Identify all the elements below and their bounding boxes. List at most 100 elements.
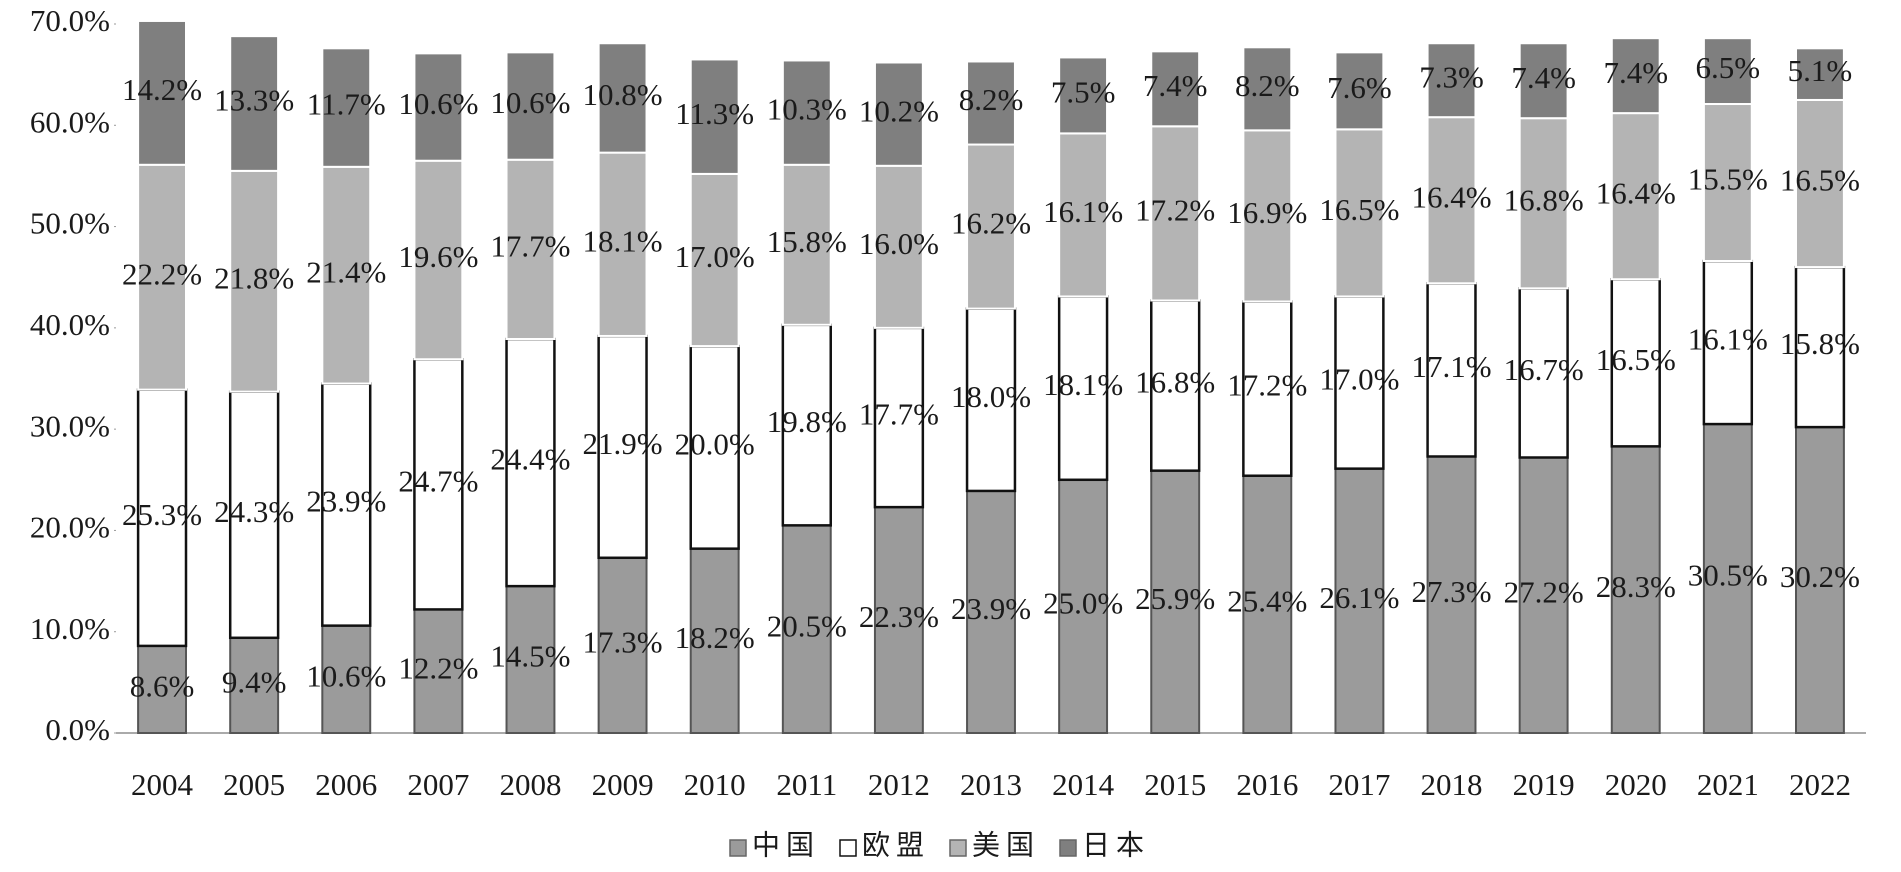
value-label: 20.5% [767, 608, 847, 643]
bar-segment [228, 390, 280, 640]
bar-segment [136, 388, 188, 648]
value-label: 10.8% [583, 77, 663, 112]
y-tick-label: 60.0% [30, 104, 110, 139]
value-label: 16.4% [1596, 175, 1676, 210]
y-tick-label: 70.0% [30, 3, 110, 38]
value-label: 16.5% [1319, 192, 1399, 227]
x-tick-label: 2022 [1789, 767, 1851, 802]
value-label: 9.4% [222, 665, 287, 700]
y-tick-label: 0.0% [45, 712, 110, 747]
bar-segment [1610, 112, 1661, 281]
value-label: 16.0% [859, 226, 939, 261]
value-label: 25.3% [122, 497, 202, 532]
value-label: 15.5% [1688, 162, 1768, 197]
x-tick-label: 2005 [223, 767, 285, 802]
bar-segment [781, 59, 832, 166]
value-label: 17.2% [1227, 368, 1307, 403]
bar-segment [966, 60, 1016, 146]
legend-swatch [949, 839, 967, 857]
value-label: 24.4% [490, 442, 570, 477]
bar-segment [781, 163, 832, 326]
bar-segment [229, 35, 280, 172]
x-tick-label: 2019 [1513, 767, 1575, 802]
value-label: 6.5% [1696, 50, 1761, 85]
bar-segment [1058, 478, 1109, 734]
value-label: 8.2% [1235, 68, 1300, 103]
x-tick-label: 2011 [776, 767, 837, 802]
x-tick-label: 2007 [407, 767, 469, 802]
value-label: 10.6% [306, 658, 386, 693]
bar-segment [689, 172, 740, 348]
value-label: 20.0% [675, 426, 755, 461]
value-label: 16.5% [1780, 163, 1860, 198]
bar-segment [1150, 50, 1201, 128]
bar-segment [1518, 287, 1569, 459]
bar-segment [1610, 277, 1661, 448]
value-label: 25.4% [1227, 583, 1307, 618]
value-label: 24.3% [214, 494, 294, 529]
value-label: 10.3% [767, 92, 847, 127]
bar-segment [1702, 103, 1753, 263]
value-label: 10.6% [490, 85, 570, 120]
y-tick-label: 30.0% [30, 408, 110, 443]
bar-segment [873, 164, 924, 329]
x-tick-label: 2006 [315, 767, 377, 802]
value-label: 13.3% [214, 83, 294, 118]
legend-label: 美国 [972, 829, 1040, 861]
value-label: 10.6% [398, 86, 478, 121]
value-label: 5.1% [1788, 53, 1853, 88]
value-label: 17.0% [675, 239, 755, 274]
value-label: 18.2% [675, 620, 755, 655]
value-label: 14.5% [490, 639, 570, 674]
bar-segment [966, 489, 1016, 735]
value-label: 8.6% [130, 669, 195, 704]
value-label: 15.8% [767, 224, 847, 259]
bar-segment [1057, 295, 1109, 482]
value-label: 16.7% [1504, 352, 1584, 387]
value-label: 27.3% [1411, 574, 1491, 609]
value-label: 21.4% [306, 254, 386, 289]
value-label: 7.5% [1051, 75, 1116, 110]
value-label: 28.3% [1596, 569, 1676, 604]
x-tick-label: 2014 [1052, 767, 1115, 802]
value-label: 25.0% [1043, 586, 1123, 621]
value-label: 15.8% [1780, 326, 1860, 361]
bar-segment [1058, 132, 1109, 298]
value-label: 10.2% [859, 93, 939, 128]
bar-segment [1334, 467, 1385, 734]
value-label: 21.8% [214, 260, 294, 295]
value-label: 14.2% [122, 72, 202, 107]
bar-segment [1426, 42, 1477, 119]
bar-segment [1242, 474, 1293, 734]
value-label: 27.2% [1504, 574, 1584, 609]
legend-item: 欧盟 [839, 829, 924, 861]
bar-segment [1334, 295, 1385, 470]
value-label: 7.4% [1603, 55, 1668, 90]
value-label: 16.1% [1043, 194, 1123, 229]
bar-segment [1610, 37, 1661, 115]
x-tick-label: 2020 [1605, 767, 1667, 802]
bar-segment [1058, 56, 1109, 135]
bar-segment [1242, 46, 1293, 132]
value-label: 26.1% [1319, 580, 1399, 615]
value-label: 18.0% [951, 379, 1031, 414]
bar-segment [1426, 116, 1477, 285]
x-tick-label: 2013 [960, 767, 1022, 802]
value-label: 30.5% [1688, 558, 1768, 593]
y-tick-label: 40.0% [30, 307, 110, 342]
bar-segment [413, 358, 464, 611]
value-label: 11.7% [307, 87, 386, 122]
legend-swatch [1059, 839, 1077, 857]
value-label: 17.7% [859, 397, 939, 432]
bar-segment [321, 624, 372, 734]
value-label: 7.4% [1511, 60, 1576, 95]
legend-swatch [729, 839, 747, 857]
value-label: 16.4% [1411, 179, 1491, 214]
value-label: 8.2% [959, 82, 1024, 117]
bar-segment [1150, 299, 1201, 472]
legend-swatch [839, 839, 857, 857]
bar-segment [597, 334, 648, 560]
value-label: 16.2% [951, 206, 1031, 241]
value-label: 11.3% [675, 96, 754, 131]
